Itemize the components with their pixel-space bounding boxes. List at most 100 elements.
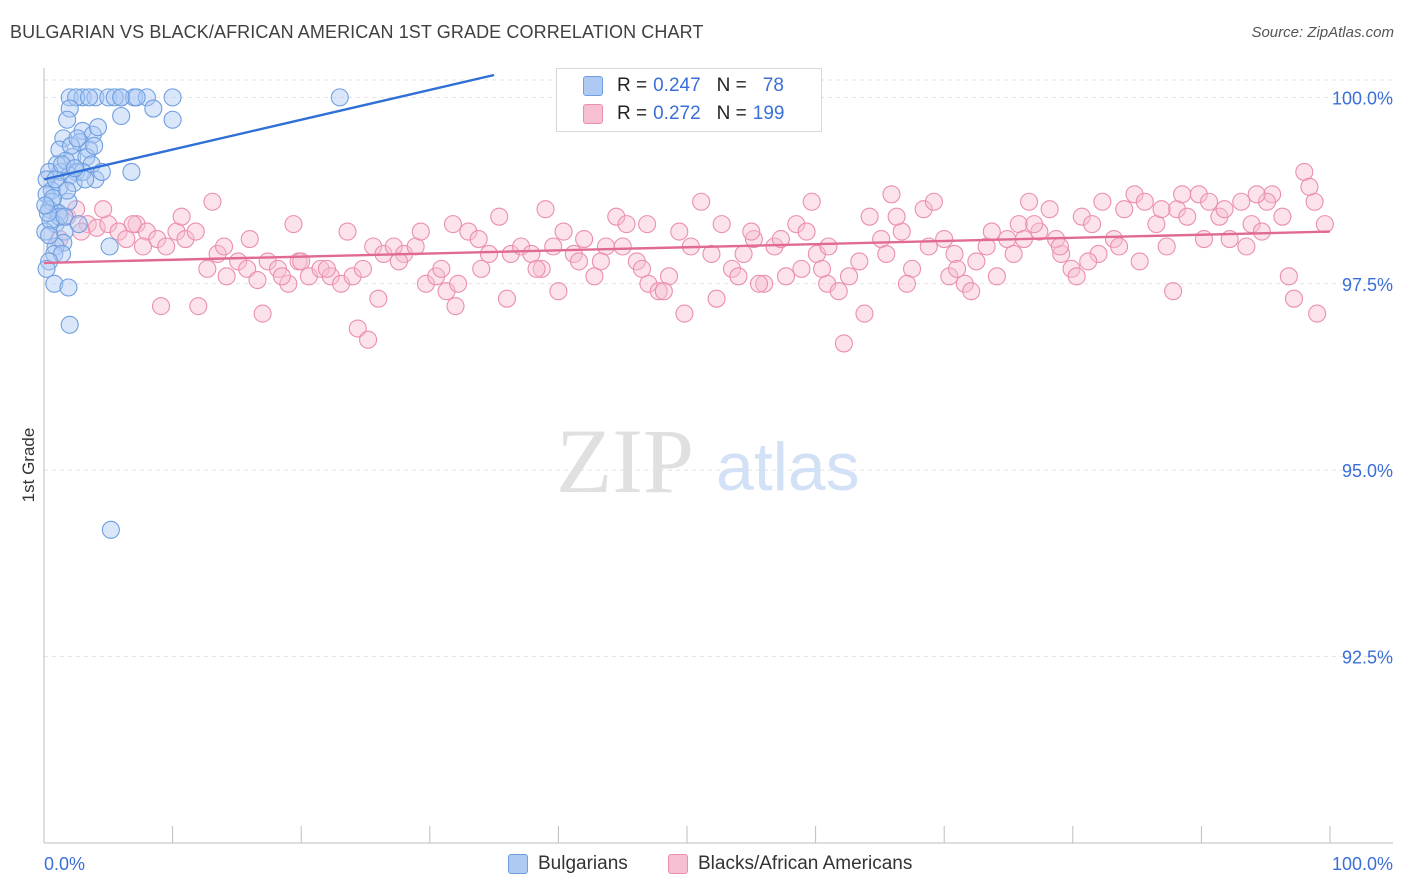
point-black-african-american [214,237,234,256]
point-bulgarian [59,278,78,297]
point-black-african-american [497,289,517,308]
point-black-african-american [792,259,811,278]
point-black-african-american [632,259,652,278]
point-black-african-american [1004,244,1023,264]
point-black-african-american [1173,185,1192,204]
point-black-african-american [1279,267,1298,286]
point-black-african-american [1252,222,1271,241]
point-black-african-american [585,267,604,286]
point-black-african-american [1072,207,1091,226]
point-black-african-american [850,252,869,271]
bottom-legend-label: Bulgarians [538,853,628,874]
point-bulgarian [86,88,105,107]
point-black-african-american [734,244,753,264]
point-bulgarian [60,315,79,334]
point-black-african-american [449,274,468,293]
point-black-african-american [117,229,136,249]
point-black-african-american [967,252,986,271]
point-black-african-american [1273,207,1292,226]
point-black-african-american [742,222,761,241]
point-black-african-american [819,237,838,256]
point-black-african-american [472,259,491,278]
point-bulgarian [88,118,108,137]
point-black-african-american [839,267,859,286]
point-black-african-american [544,237,563,256]
point-black-african-american [359,330,378,349]
point-bulgarian [137,88,156,107]
point-black-african-american [948,259,967,278]
point-black-african-american [189,297,208,316]
point-black-african-american [945,244,964,264]
point-black-african-american [411,222,430,241]
y-tick-label: 97.5% [1342,275,1393,295]
point-bulgarian [112,88,131,107]
point-black-african-american [151,297,171,316]
point-black-african-american [253,304,272,323]
point-black-african-american [1300,177,1319,196]
point-black-african-american [829,282,848,301]
point-bulgarian [60,99,79,118]
point-black-african-american [812,259,832,278]
point-black-african-american [860,207,879,226]
point-black-african-american [1135,192,1154,211]
point-black-african-american [317,259,336,278]
point-black-african-american [1257,192,1277,211]
point-black-african-american [707,289,726,308]
point-black-african-american [1089,244,1108,264]
chart-source: Source: ZipAtlas.com [1251,24,1394,41]
point-black-african-american [389,252,408,271]
point-black-african-american [607,207,626,226]
point-black-african-american [1079,252,1098,271]
legend-r-value: 0.247 [653,75,701,96]
point-bulgarian [79,88,99,107]
point-black-african-american [987,267,1006,286]
point-bulgarian [105,88,124,107]
point-black-african-american [272,267,291,286]
point-black-african-american [137,222,156,241]
legend-r-label: R = [617,75,648,96]
bottom-legend-swatch-pink [668,854,688,874]
point-bulgarian [163,110,182,129]
point-black-african-american [575,229,594,249]
point-bulgarian [67,88,86,107]
point-black-african-american [712,215,731,234]
point-black-african-american [1178,207,1197,226]
point-black-african-american [877,244,896,264]
legend-row-bulgarians: R = 0.247 N = 78 [583,74,784,98]
point-black-african-american [1315,215,1334,234]
point-bulgarian [330,88,349,107]
point-black-african-american [248,270,267,290]
point-black-african-american [797,222,816,241]
gridlines [44,79,1393,658]
point-black-african-american [238,259,257,278]
point-black-african-american [897,274,916,293]
point-black-african-american [217,267,236,286]
legend-n-value: 199 [752,103,785,124]
point-black-african-american [617,215,636,234]
point-black-african-american [771,229,790,249]
point-black-african-american [501,244,520,264]
point-black-african-american [1164,282,1183,301]
point-black-african-american [882,185,901,204]
point-black-african-american [1308,304,1327,323]
point-bulgarian [50,207,69,226]
point-bulgarian [101,520,120,539]
legend-row-black-african-americans: R = 0.272 N = 199 [583,102,784,126]
point-black-african-american [554,222,573,241]
point-black-african-american [443,215,462,234]
series-bulgarians [36,88,349,539]
legend-n-label: N = [716,75,747,96]
point-black-african-american [1040,200,1059,219]
point-black-african-american [654,282,673,301]
point-black-african-american [1157,237,1176,256]
point-black-african-american [172,207,191,226]
point-black-african-american [127,215,146,234]
y-axis-label: 1st Grade [19,428,38,503]
point-black-african-american [749,274,769,293]
point-black-african-american [1110,237,1129,256]
point-bulgarian [40,226,59,245]
point-black-african-american [1067,267,1086,286]
point-black-african-american [1020,192,1039,211]
point-black-african-american [1200,192,1219,211]
